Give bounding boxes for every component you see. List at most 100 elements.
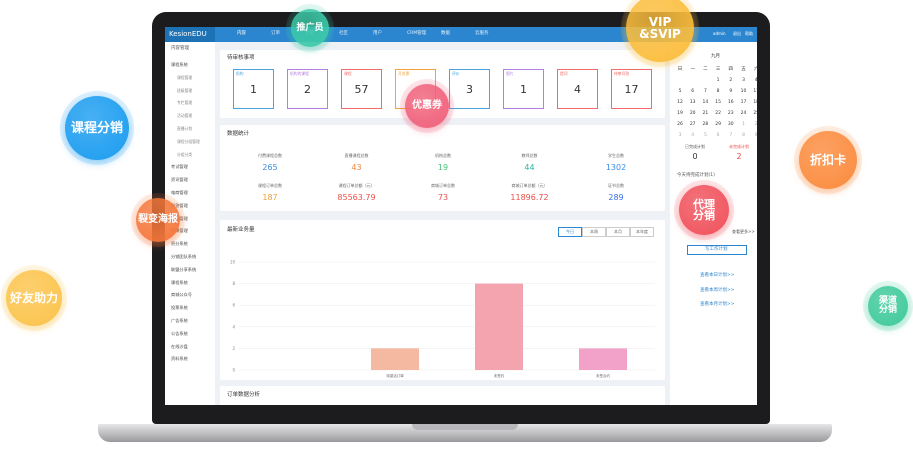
calendar-day[interactable]: 16	[727, 100, 734, 105]
plan-link[interactable]: 查看本周计划>>	[700, 287, 735, 293]
chart-tab[interactable]	[558, 227, 582, 237]
pending-box[interactable]	[557, 69, 598, 109]
promo-badge[interactable]: 优惠券	[405, 84, 449, 128]
pending-box[interactable]	[341, 69, 382, 109]
sidebar-item[interactable]: 问答管理	[171, 202, 188, 208]
calendar-day[interactable]: 11	[753, 89, 757, 94]
plan-link[interactable]: 查看本月计划>>	[700, 302, 735, 307]
calendar-day[interactable]: 9	[729, 89, 733, 94]
calendar-day[interactable]: 8	[716, 89, 720, 94]
header-link[interactable]: 帮助	[745, 31, 753, 36]
sidebar-item[interactable]: 专栏管理	[177, 100, 193, 106]
nav-item[interactable]: CRM管理	[407, 31, 427, 36]
calendar-day[interactable]: 21	[702, 111, 709, 116]
chart-tab[interactable]	[630, 227, 654, 237]
sidebar-item[interactable]: 广告系统	[171, 318, 188, 323]
promo-badge[interactable]: 课程分销	[65, 96, 129, 160]
more-link[interactable]: 查看更多>>	[732, 229, 755, 234]
sidebar-item[interactable]: 课程系统	[171, 279, 188, 285]
chart-tab-label[interactable]: 本年度	[636, 229, 648, 234]
pending-box[interactable]	[503, 69, 544, 109]
sidebar-item[interactable]: 在线沙盘	[171, 343, 188, 349]
header-link[interactable]: 退出	[733, 31, 741, 36]
nav-item[interactable]: 用户	[373, 31, 382, 36]
calendar-day[interactable]: 2	[754, 122, 757, 127]
calendar-day[interactable]: 12	[677, 100, 683, 105]
calendar-day[interactable]: 1	[742, 122, 745, 127]
calendar-day[interactable]: 6	[691, 89, 695, 94]
sidebar-item[interactable]: 商城公众号	[171, 292, 192, 298]
sidebar-item[interactable]: 课程分组管理	[177, 138, 200, 144]
calendar-day[interactable]: 3	[742, 78, 745, 83]
chart-tab-label[interactable]: 本周	[590, 229, 598, 234]
sidebar-item[interactable]: 公告系统	[171, 330, 188, 336]
calendar-day[interactable]: 13	[689, 100, 696, 105]
calendar-day[interactable]: 5	[678, 89, 682, 94]
sidebar-item[interactable]: 积分系统	[171, 241, 188, 247]
calendar-day[interactable]: 26	[677, 122, 683, 127]
calendar-day[interactable]: 9	[754, 133, 757, 138]
sidebar-item[interactable]: 约课管理	[171, 228, 188, 234]
calendar-day[interactable]: 8	[742, 133, 745, 138]
sidebar-item[interactable]: 投票系统	[171, 305, 188, 311]
calendar-day[interactable]: 14	[702, 100, 709, 105]
calendar-day[interactable]: 5	[703, 133, 707, 138]
calendar-day[interactable]: 7	[703, 89, 707, 94]
sidebar-item[interactable]: 班级管理	[177, 87, 193, 93]
nav-item[interactable]: 订单	[271, 31, 280, 36]
sidebar-item[interactable]: 资料系统	[171, 356, 188, 362]
chart-tab[interactable]	[582, 227, 606, 237]
calendar-day[interactable]: 4	[691, 133, 695, 138]
nav-item[interactable]: 内容	[237, 31, 246, 36]
nav-item[interactable]: 云服务	[475, 31, 489, 36]
calendar-day[interactable]: 19	[677, 111, 683, 116]
promo-badge[interactable]: VIP &SVIP	[626, 0, 694, 62]
sidebar-item[interactable]: 课程系统	[171, 62, 188, 67]
calendar-day[interactable]: 25	[753, 111, 757, 116]
promo-badge[interactable]: 好友助力	[6, 270, 62, 326]
calendar-day[interactable]: 2	[729, 78, 733, 83]
calendar-day[interactable]: 29	[715, 122, 721, 127]
calendar-day[interactable]: 24	[740, 111, 747, 116]
calendar-day[interactable]: 15	[715, 100, 721, 105]
sidebar-item[interactable]: 联盟分享系统	[171, 266, 197, 272]
promo-badge[interactable]: 代理 分销	[679, 185, 729, 235]
plan-button[interactable]	[687, 245, 747, 255]
sidebar-item[interactable]: 分销团队系统	[171, 254, 197, 259]
calendar-day[interactable]: 17	[740, 100, 747, 105]
pending-box[interactable]	[233, 69, 274, 109]
promo-badge[interactable]: 推广员	[291, 9, 329, 47]
promo-badge[interactable]: 裂变海报	[136, 198, 180, 242]
promo-badge[interactable]: 渠道 分销	[868, 286, 908, 326]
calendar-day[interactable]: 4	[754, 78, 757, 83]
calendar-day[interactable]: 18	[753, 100, 757, 105]
calendar-day[interactable]: 28	[702, 122, 709, 127]
pending-box[interactable]	[449, 69, 490, 109]
calendar-day[interactable]: 30	[727, 122, 734, 127]
calendar-day[interactable]: 23	[727, 111, 734, 116]
chart-tab[interactable]	[606, 227, 630, 237]
calendar-day[interactable]: 3	[678, 133, 682, 138]
plan-link[interactable]: 查看本日计划>>	[700, 273, 735, 278]
chart-tab-label[interactable]: 今日	[566, 229, 574, 234]
calendar-day[interactable]: 27	[689, 122, 696, 127]
user-name[interactable]: admin	[713, 31, 726, 36]
pending-box[interactable]	[287, 69, 328, 109]
sidebar-item[interactable]: 课程管理	[177, 74, 193, 80]
sidebar-item[interactable]: 分组分类	[177, 151, 193, 157]
nav-item[interactable]: 数据	[441, 31, 450, 36]
calendar-day[interactable]: 22	[715, 111, 721, 116]
sidebar-item[interactable]: 考试管理	[171, 164, 188, 170]
calendar-day[interactable]: 20	[689, 111, 696, 116]
calendar-day[interactable]: 7	[729, 133, 733, 138]
sidebar-item[interactable]: 直播计划	[177, 126, 193, 131]
calendar-day[interactable]: 10	[740, 89, 747, 94]
calendar-day[interactable]: 1	[716, 78, 720, 83]
chart-tab-label[interactable]: 本月	[614, 229, 622, 234]
calendar-day[interactable]: 6	[716, 133, 720, 138]
sidebar-item[interactable]: 活动管理	[177, 113, 193, 119]
sidebar-item[interactable]: 电商管理	[171, 190, 188, 195]
promo-badge[interactable]: 折扣卡	[799, 131, 857, 189]
sidebar-item[interactable]: 资讯管理	[171, 177, 188, 183]
pending-box[interactable]	[611, 69, 652, 109]
